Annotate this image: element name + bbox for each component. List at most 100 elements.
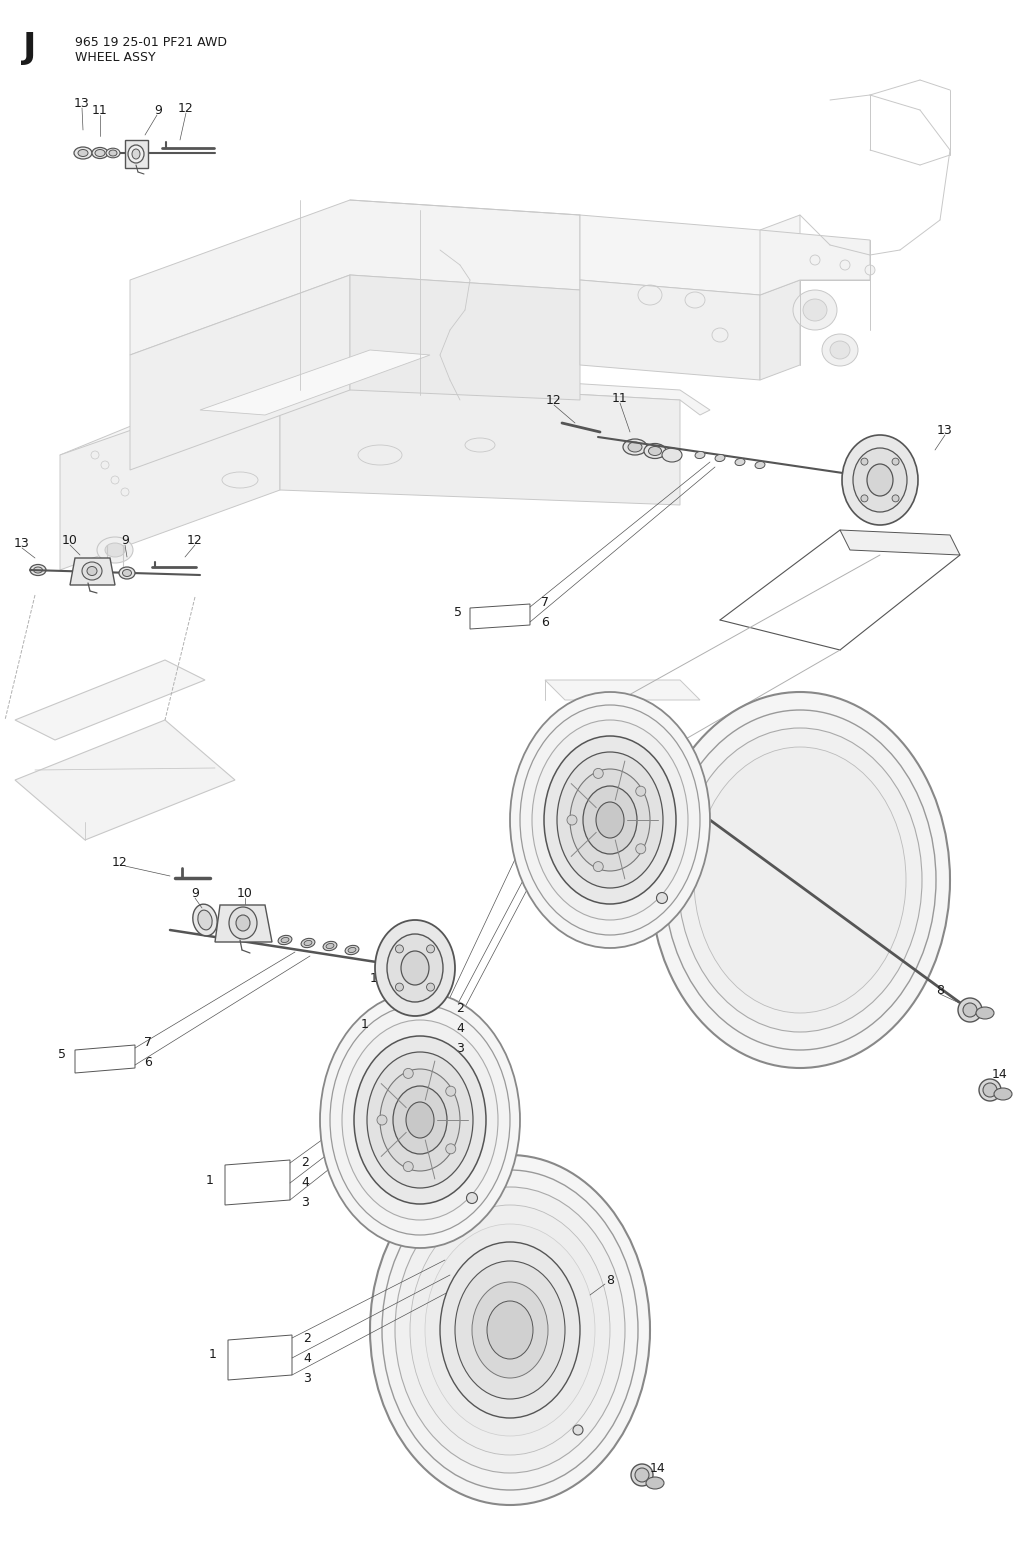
Ellipse shape [342, 1019, 498, 1221]
Ellipse shape [425, 1224, 595, 1436]
Circle shape [865, 265, 874, 276]
Text: 5: 5 [58, 1049, 66, 1061]
Circle shape [593, 861, 603, 872]
Ellipse shape [695, 451, 705, 459]
Polygon shape [200, 350, 430, 415]
Ellipse shape [87, 567, 97, 576]
Text: 2: 2 [456, 1002, 464, 1015]
Polygon shape [350, 276, 580, 400]
Text: 10: 10 [238, 886, 253, 900]
Circle shape [983, 1083, 997, 1097]
Text: 8: 8 [606, 1273, 614, 1287]
Ellipse shape [198, 911, 212, 929]
Ellipse shape [520, 705, 700, 936]
Ellipse shape [623, 438, 647, 455]
Polygon shape [760, 229, 870, 294]
Circle shape [445, 1086, 456, 1097]
Ellipse shape [472, 1283, 548, 1379]
Polygon shape [840, 530, 961, 555]
Ellipse shape [853, 448, 907, 513]
Polygon shape [15, 720, 234, 840]
Text: 11: 11 [92, 104, 108, 116]
Ellipse shape [644, 443, 666, 459]
Ellipse shape [34, 567, 43, 573]
Text: 2: 2 [303, 1332, 311, 1345]
Ellipse shape [380, 1069, 460, 1171]
Text: 12: 12 [546, 393, 562, 406]
Circle shape [635, 1468, 649, 1482]
Text: 13: 13 [74, 96, 90, 110]
Ellipse shape [570, 768, 650, 871]
Ellipse shape [455, 1261, 565, 1399]
Circle shape [892, 494, 899, 502]
Ellipse shape [382, 1169, 638, 1490]
Polygon shape [60, 378, 280, 570]
Ellipse shape [97, 538, 133, 562]
Circle shape [427, 984, 434, 991]
Circle shape [121, 488, 129, 496]
Ellipse shape [510, 692, 710, 948]
Text: 6: 6 [144, 1055, 152, 1069]
Ellipse shape [755, 462, 765, 468]
Circle shape [861, 494, 868, 502]
Ellipse shape [583, 785, 637, 853]
Text: 9: 9 [154, 104, 162, 116]
Text: WHEEL ASSY: WHEEL ASSY [75, 51, 156, 64]
Ellipse shape [128, 146, 144, 163]
Ellipse shape [279, 936, 292, 945]
Ellipse shape [532, 720, 688, 920]
Ellipse shape [119, 567, 135, 579]
Ellipse shape [326, 943, 334, 948]
Ellipse shape [319, 991, 520, 1248]
Text: 7: 7 [541, 595, 549, 609]
Polygon shape [580, 215, 800, 294]
Ellipse shape [557, 751, 663, 888]
Circle shape [631, 1464, 653, 1485]
Circle shape [91, 451, 99, 459]
Text: 1: 1 [209, 1349, 217, 1362]
Circle shape [403, 1162, 414, 1171]
Text: 4: 4 [301, 1177, 309, 1190]
Ellipse shape [132, 149, 140, 160]
Circle shape [840, 260, 850, 270]
Text: 12: 12 [187, 533, 203, 547]
Ellipse shape [678, 728, 922, 1032]
Ellipse shape [662, 448, 682, 462]
Ellipse shape [236, 915, 250, 931]
Ellipse shape [793, 290, 837, 330]
Ellipse shape [375, 920, 455, 1016]
Ellipse shape [370, 1156, 650, 1506]
Ellipse shape [281, 937, 289, 943]
Text: 3: 3 [456, 1041, 464, 1055]
Circle shape [445, 1143, 456, 1154]
Text: 5: 5 [454, 606, 462, 618]
Ellipse shape [664, 709, 936, 1050]
Circle shape [810, 256, 820, 265]
Ellipse shape [354, 1036, 486, 1204]
Text: 9: 9 [121, 533, 129, 547]
Ellipse shape [74, 147, 92, 160]
Ellipse shape [82, 562, 102, 579]
Polygon shape [125, 139, 148, 167]
Ellipse shape [123, 570, 131, 576]
Text: 12: 12 [112, 855, 128, 869]
Circle shape [963, 1004, 977, 1018]
Circle shape [573, 1425, 583, 1434]
Circle shape [656, 892, 668, 903]
Ellipse shape [109, 150, 117, 156]
Polygon shape [70, 558, 115, 586]
Circle shape [593, 768, 603, 779]
Circle shape [395, 984, 403, 991]
Ellipse shape [803, 299, 827, 321]
Polygon shape [280, 378, 680, 505]
Ellipse shape [95, 150, 105, 156]
Circle shape [427, 945, 434, 953]
Ellipse shape [367, 1052, 473, 1188]
Text: 14: 14 [992, 1069, 1008, 1081]
Text: 13: 13 [370, 971, 386, 985]
Ellipse shape [976, 1007, 994, 1019]
Text: 14: 14 [650, 1462, 666, 1475]
Ellipse shape [105, 544, 125, 558]
Text: 2: 2 [301, 1157, 309, 1169]
Text: 12: 12 [178, 102, 194, 115]
